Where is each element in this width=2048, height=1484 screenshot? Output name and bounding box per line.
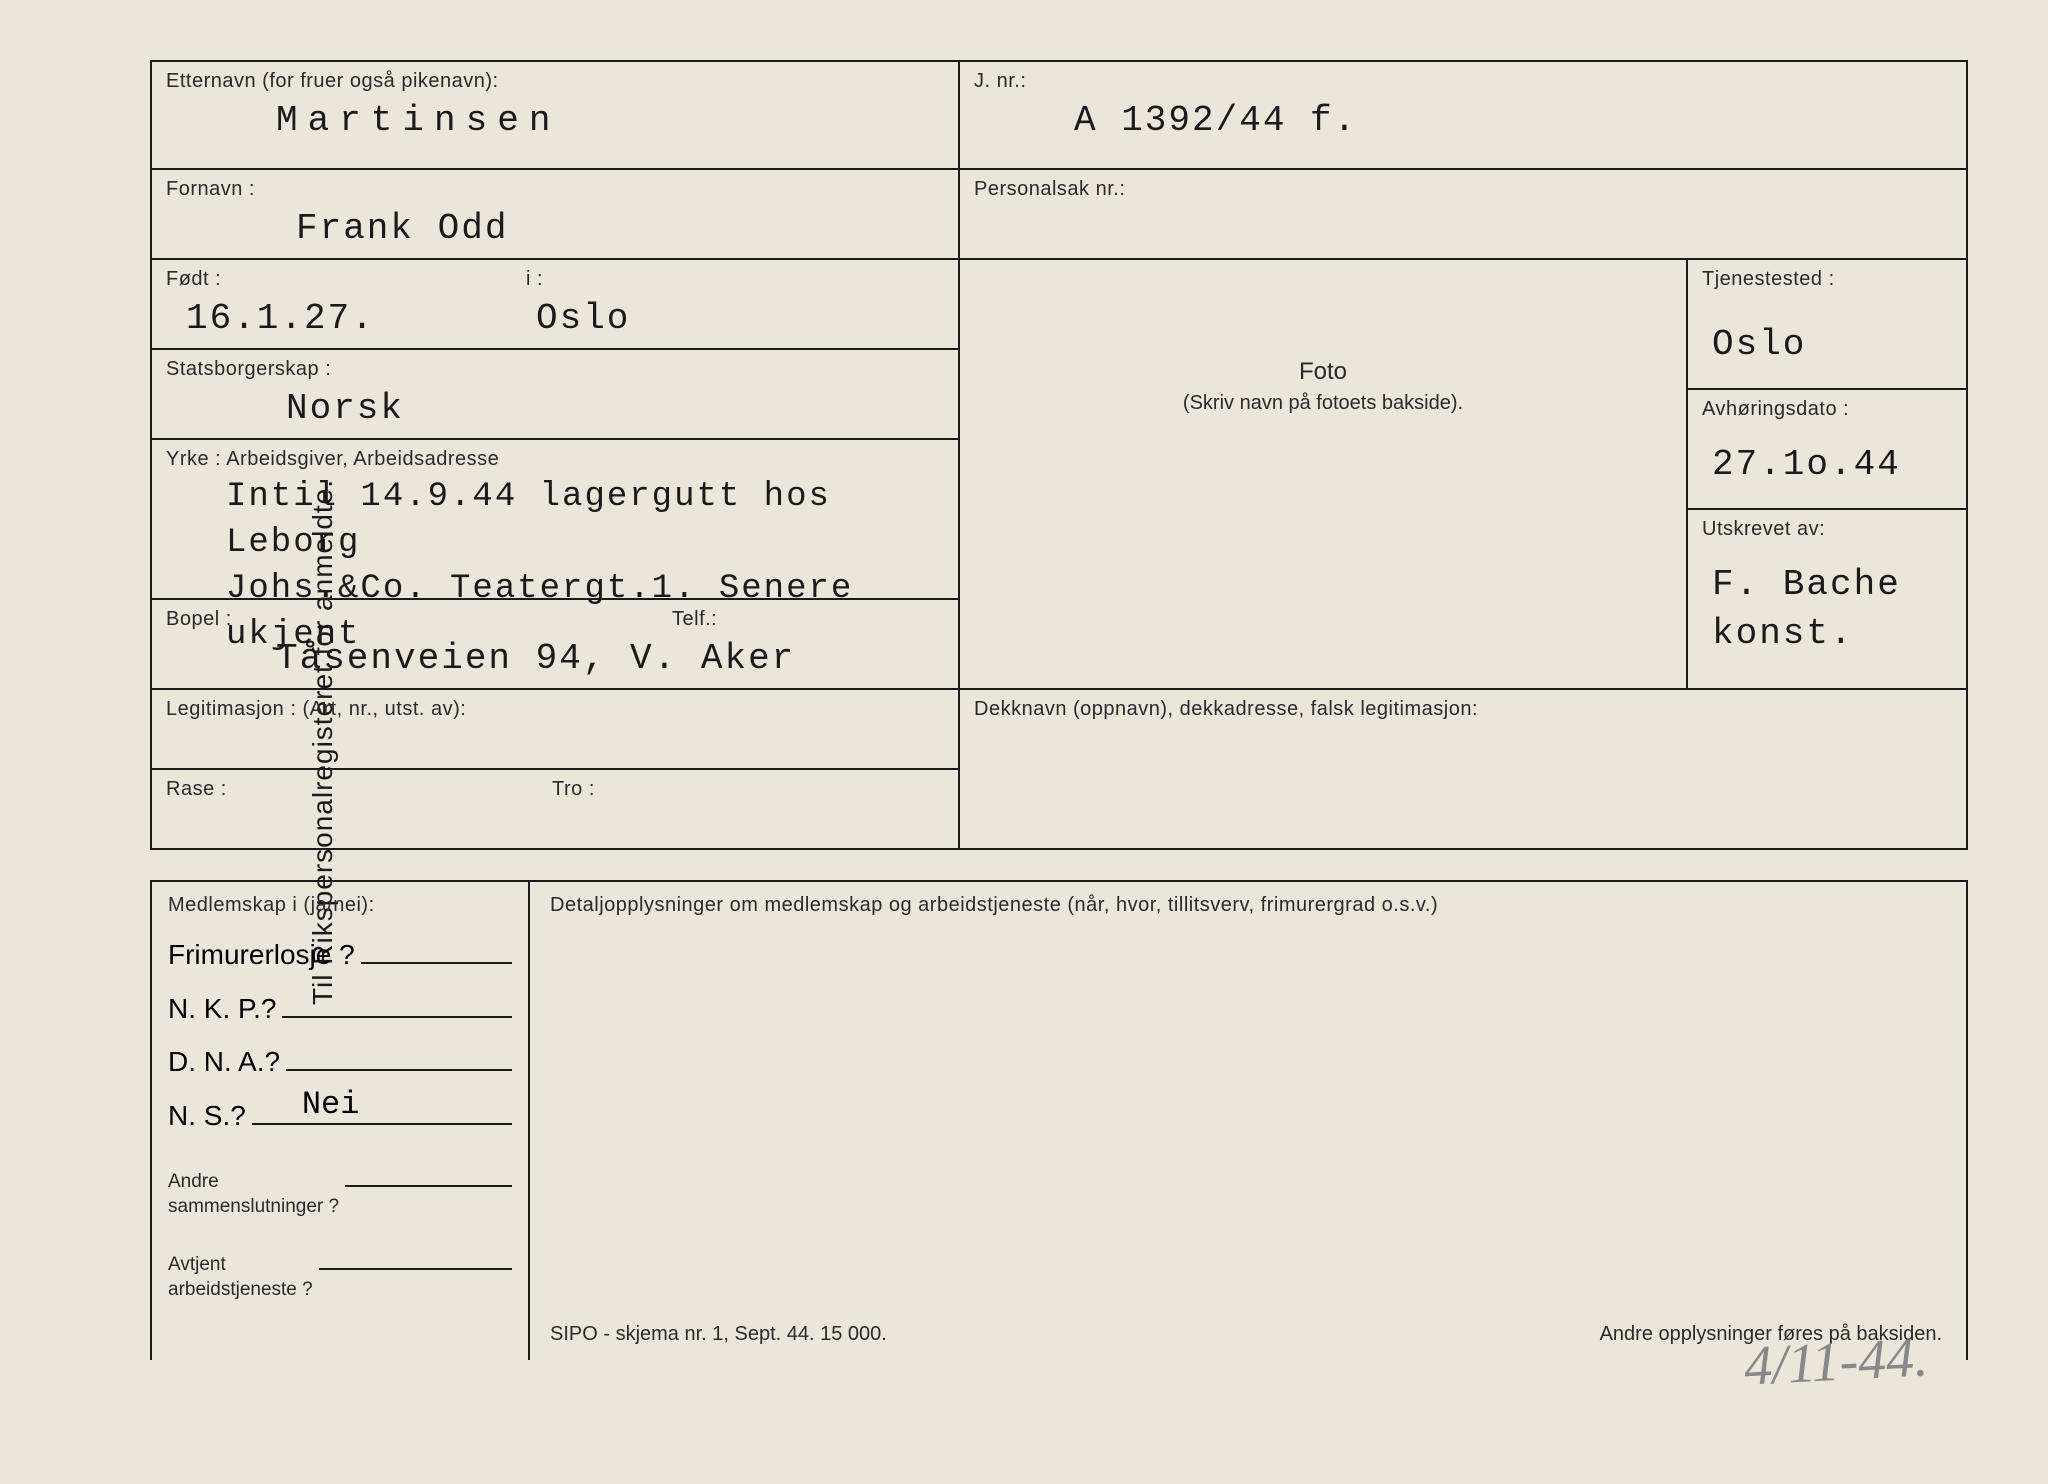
label-jnr: J. nr.: — [974, 70, 1952, 93]
label-fodt-i: i : — [526, 268, 944, 291]
member-avtjent: Avtjent arbeidstjeneste ? — [168, 1239, 512, 1302]
label-fornavn: Fornavn : — [166, 178, 944, 201]
row-fornavn-personalsak: Fornavn : Frank Odd Personalsak nr.: — [150, 170, 1968, 260]
right-area: Foto (Skriv navn på fotoets bakside). Tj… — [960, 260, 1968, 690]
q-andre: Andre sammenslutninger ? — [168, 1170, 339, 1219]
value-statsborger: Norsk — [166, 385, 944, 434]
label-bopel: Bopel : — [166, 608, 944, 631]
field-bopel: Bopel : Telf.: Tåsenveien 94, V. Aker — [150, 600, 960, 690]
label-fodt: Født : — [166, 268, 526, 291]
field-fornavn: Fornavn : Frank Odd — [150, 170, 960, 260]
label-statsborger: Statsborgerskap : — [166, 358, 944, 381]
value-fodt: 16.1.27. — [166, 295, 526, 344]
label-legitimasjon: Legitimasjon : (Art, nr., utst. av): — [166, 698, 944, 721]
field-medlemskap: Medlemskap i (ja/nei): Frimurerlosje ? N… — [150, 880, 530, 1360]
footer-sipo: SIPO - skjema nr. 1, Sept. 44. 15 000. — [550, 1323, 887, 1346]
value-etternavn: Martinsen — [166, 97, 944, 146]
value-bopel: Tåsenveien 94, V. Aker — [166, 635, 944, 684]
label-medlemskap: Medlemskap i (ja/nei): — [168, 894, 512, 917]
field-legitimasjon: Legitimasjon : (Art, nr., utst. av): — [150, 690, 960, 770]
label-detalj: Detaljopplysninger om medlemskap og arbe… — [550, 894, 1946, 917]
field-tjenestested: Tjenestested : Oslo — [1688, 260, 1968, 390]
label-avhoringsdato: Avhøringsdato : — [1702, 398, 1952, 421]
label-yrke: Yrke : Arbeidsgiver, Arbeidsadresse — [166, 448, 944, 471]
q-ns: N. S.? — [168, 1100, 246, 1132]
label-tjenestested: Tjenestested : — [1702, 268, 1952, 291]
value-utskrevet: F. Bache konst. — [1702, 561, 1952, 658]
q-frimurer: Frimurerlosje ? — [168, 939, 355, 971]
field-foto: Foto (Skriv navn på fotoets bakside). — [960, 260, 1688, 690]
row-surname-jnr: Etternavn (for fruer også pikenavn): Mar… — [150, 60, 1968, 170]
field-personalsak: Personalsak nr.: — [960, 170, 1968, 260]
value-avhoringsdato: 27.1o.44 — [1702, 441, 1952, 490]
field-statsborger: Statsborgerskap : Norsk — [150, 350, 960, 440]
left-stack: Født : 16.1.27. i : Oslo Statsborgerskap… — [150, 260, 960, 690]
value-ns: Nei — [302, 1086, 360, 1123]
member-nkp: N. K. P.? — [168, 987, 512, 1025]
label-telf: Telf.: — [672, 608, 717, 631]
handwritten-date: 4/11-44. — [1742, 1325, 1929, 1399]
row-main: Født : 16.1.27. i : Oslo Statsborgerskap… — [150, 260, 1968, 690]
label-utskrevet: Utskrevet av: — [1702, 518, 1952, 541]
field-detalj: Detaljopplysninger om medlemskap og arbe… — [530, 880, 1968, 1360]
row-bottom: Medlemskap i (ja/nei): Frimurerlosje ? N… — [150, 880, 1968, 1360]
member-frimurer: Frimurerlosje ? — [168, 933, 512, 971]
field-rase-tro: Rase : Tro : — [150, 770, 960, 850]
label-foto: Foto — [974, 268, 1672, 386]
field-yrke: Yrke : Arbeidsgiver, Arbeidsadresse Inti… — [150, 440, 960, 600]
value-jnr: A 1392/44 f. — [974, 97, 1952, 146]
q-dna: D. N. A.? — [168, 1046, 280, 1078]
field-utskrevet: Utskrevet av: F. Bache konst. — [1688, 510, 1968, 690]
label-foto-sub: (Skriv navn på fotoets bakside). — [974, 392, 1672, 415]
form-card: Etternavn (for fruer også pikenavn): Mar… — [150, 60, 1968, 1360]
label-etternavn: Etternavn (for fruer også pikenavn): — [166, 70, 944, 93]
member-dna: D. N. A.? — [168, 1041, 512, 1079]
field-jnr: J. nr.: A 1392/44 f. — [960, 60, 1968, 170]
label-personalsak: Personalsak nr.: — [974, 178, 1952, 201]
value-fornavn: Frank Odd — [166, 205, 944, 254]
member-andre: Andre sammenslutninger ? — [168, 1156, 512, 1219]
label-tro: Tro : — [552, 778, 595, 801]
field-avhoringsdato: Avhøringsdato : 27.1o.44 — [1688, 390, 1968, 510]
value-fodt-i: Oslo — [526, 295, 944, 344]
document-page: Til Rikspersonalregisteret for anmeldte.… — [0, 0, 2048, 1484]
q-nkp: N. K. P.? — [168, 993, 276, 1025]
member-ns: N. S.? Nei — [168, 1094, 512, 1132]
value-tjenestested: Oslo — [1702, 321, 1952, 370]
field-fodt: Født : 16.1.27. i : Oslo — [150, 260, 960, 350]
right-col: Tjenestested : Oslo Avhøringsdato : 27.1… — [1688, 260, 1968, 690]
field-dekknavn: Dekknavn (oppnavn), dekkadresse, falsk l… — [960, 690, 1968, 850]
field-etternavn: Etternavn (for fruer også pikenavn): Mar… — [150, 60, 960, 170]
q-avtjent: Avtjent arbeidstjeneste ? — [168, 1253, 313, 1302]
label-dekknavn: Dekknavn (oppnavn), dekkadresse, falsk l… — [974, 698, 1952, 721]
